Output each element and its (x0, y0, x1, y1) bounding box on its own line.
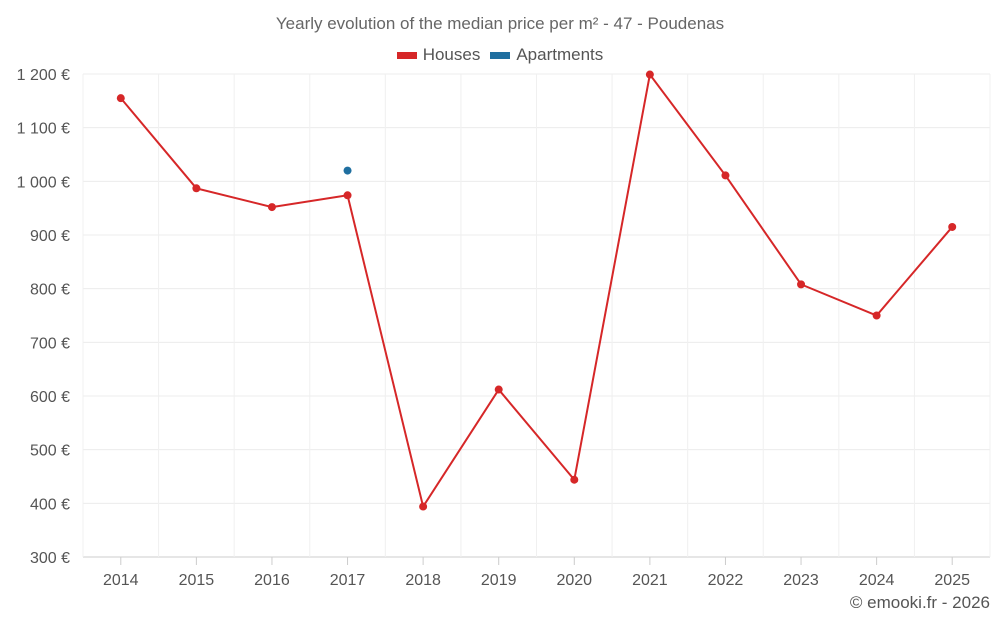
x-tick-label: 2025 (934, 572, 970, 589)
data-point-houses[interactable] (343, 191, 352, 200)
data-point-houses[interactable] (419, 502, 428, 511)
legend-label-houses: Houses (422, 45, 481, 64)
data-point-houses[interactable] (570, 475, 579, 484)
data-point-houses[interactable] (116, 94, 125, 103)
x-tick-label: 2018 (405, 572, 441, 589)
data-point-houses[interactable] (267, 203, 276, 212)
y-tick-label: 800 € (30, 282, 70, 299)
y-tick-label: 1 000 € (17, 174, 70, 191)
data-point-houses[interactable] (494, 385, 503, 394)
legend-item-houses[interactable]: Houses (396, 45, 481, 65)
y-tick-label: 700 € (30, 335, 70, 352)
data-point-houses[interactable] (192, 184, 201, 193)
x-tick-label: 2024 (859, 572, 895, 589)
data-point-houses[interactable] (797, 280, 806, 289)
data-point-houses[interactable] (645, 70, 654, 79)
chart-title: Yearly evolution of the median price per… (275, 14, 725, 33)
y-tick-label: 400 € (30, 496, 70, 513)
data-point-houses[interactable] (948, 222, 957, 231)
x-tick-label: 2016 (254, 572, 290, 589)
y-tick-label: 300 € (30, 550, 70, 567)
y-tick-label: 500 € (30, 443, 70, 460)
y-tick-label: 600 € (30, 389, 70, 406)
x-tick-label: 2022 (708, 572, 744, 589)
legend-label-apartments: Apartments (516, 45, 604, 64)
legend: Houses Apartments (0, 45, 1000, 65)
x-tick-label: 2017 (330, 572, 366, 589)
x-tick-label: 2019 (481, 572, 517, 589)
y-tick-label: 900 € (30, 228, 70, 245)
data-point-houses[interactable] (872, 311, 881, 320)
data-point-apartments[interactable] (343, 166, 352, 175)
legend-swatch-apartments (490, 51, 511, 59)
legend-item-apartments[interactable]: Apartments (490, 45, 603, 65)
credit-text: © emooki.fr - 2026 (849, 593, 990, 612)
x-tick-label: 2014 (103, 572, 139, 589)
y-tick-label: 1 100 € (17, 121, 70, 138)
x-tick-label: 2023 (783, 572, 819, 589)
series-line-houses (120, 72, 953, 510)
x-tick-label: 2015 (179, 572, 215, 589)
x-tick-label: 2020 (556, 572, 592, 589)
legend-swatch-houses (396, 51, 417, 59)
y-tick-label: 1 200 € (17, 67, 70, 84)
x-tick-label: 2021 (632, 572, 668, 589)
data-point-houses[interactable] (721, 171, 730, 180)
